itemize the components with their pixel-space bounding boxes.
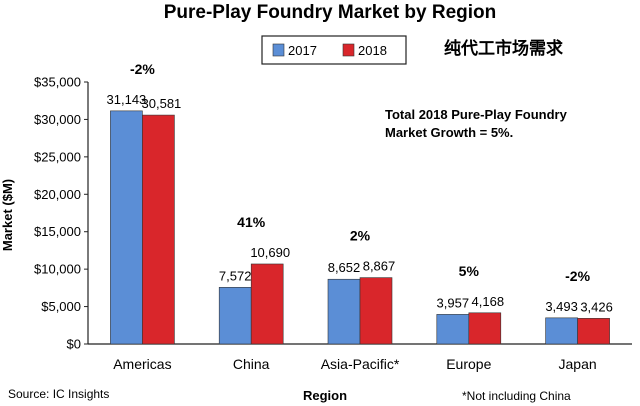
- x-category-label: Japan: [559, 356, 597, 372]
- y-tick-label: $5,000: [41, 299, 81, 314]
- x-axis-label: Region: [303, 388, 347, 403]
- data-label-2018: 8,867: [363, 259, 396, 274]
- y-tick-label: $30,000: [34, 112, 81, 127]
- bar-2017: [218, 287, 252, 345]
- legend-label-2017: 2017: [288, 43, 317, 58]
- x-category-label: Asia-Pacific*: [321, 356, 400, 372]
- data-label-2017: 3,493: [545, 299, 578, 314]
- legend: 2017 2018: [261, 35, 407, 65]
- legend-box: [261, 35, 407, 65]
- bar-2018: [468, 312, 502, 345]
- annotation-line-1: Total 2018 Pure-Play Foundry: [385, 107, 568, 122]
- growth-label: 2%: [350, 228, 371, 244]
- y-axis-label: Market ($M): [0, 179, 15, 251]
- y-tick-label: $10,000: [34, 262, 81, 277]
- data-label-2018: 4,168: [472, 294, 505, 309]
- bar-2018: [577, 318, 610, 345]
- growth-label: 41%: [237, 214, 266, 230]
- bar-2018: [142, 114, 175, 345]
- legend-swatch-2018: [342, 43, 355, 57]
- x-category-label: Americas: [113, 356, 171, 372]
- bar-2017: [545, 317, 578, 345]
- y-tick-label: $15,000: [34, 224, 81, 239]
- bar-2018: [250, 263, 284, 345]
- footnote: *Not including China: [462, 389, 571, 403]
- y-tick-label: $0: [67, 337, 81, 352]
- chart-title: Pure-Play Foundry Market by Region: [164, 2, 497, 23]
- growth-label: 5%: [459, 263, 480, 279]
- legend-label-2018: 2018: [358, 43, 387, 58]
- legend-swatch-2017: [272, 43, 285, 57]
- data-label-2018: 30,581: [142, 96, 182, 111]
- y-tick-label: $25,000: [34, 149, 81, 164]
- source-note: Source: IC Insights: [8, 387, 109, 401]
- chinese-subtitle: 纯代工市场需求: [444, 38, 563, 58]
- annotation-line-2: Market Growth = 5%.: [385, 125, 513, 140]
- bar-2017: [110, 110, 143, 345]
- data-label-2017: 31,143: [107, 92, 147, 107]
- growth-label: -2%: [130, 61, 155, 77]
- data-label-2017: 8,652: [328, 260, 361, 275]
- plot-area: $0 $5,000 $10,000 $15,000 $20,000 $25,000 $30,…: [34, 61, 632, 372]
- x-category-label: China: [233, 356, 270, 372]
- bar-2018: [359, 277, 393, 345]
- bar-2017: [436, 314, 470, 345]
- growth-label: -2%: [565, 268, 590, 284]
- data-label-2018: 10,690: [250, 245, 290, 260]
- x-category-label: Europe: [446, 356, 491, 372]
- data-label-2017: 3,957: [437, 295, 470, 310]
- data-label-2018: 3,426: [580, 299, 613, 314]
- y-tick-label: $20,000: [34, 187, 81, 202]
- data-label-2017: 7,572: [219, 268, 252, 283]
- bar-2017: [327, 278, 361, 345]
- y-tick-label: $35,000: [34, 75, 81, 90]
